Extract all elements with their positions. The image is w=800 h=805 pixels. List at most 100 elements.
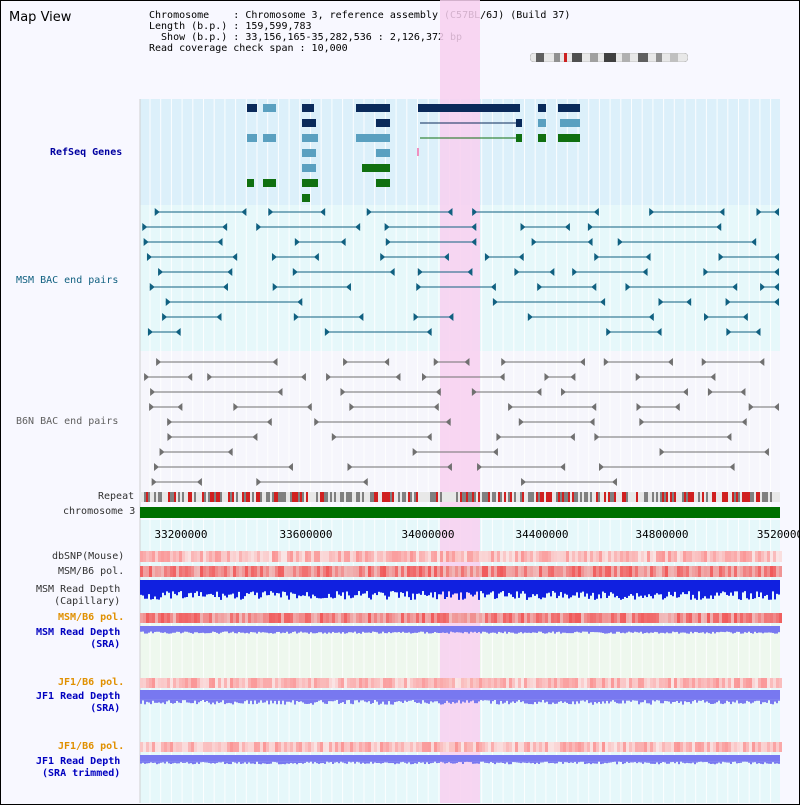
depth-bar [246, 761, 248, 764]
heat-cell [761, 566, 764, 577]
depth-bar [286, 761, 288, 764]
heat-cell [656, 551, 659, 562]
depth-bar [522, 699, 524, 702]
refseq-track-label[interactable]: RefSeq Genes [50, 147, 123, 158]
repeat-block [742, 492, 744, 502]
repeat-block [324, 492, 326, 502]
depth-bar [698, 631, 700, 633]
heat-cell [770, 566, 773, 577]
heat-cell [650, 566, 653, 577]
heat-cell [671, 742, 674, 752]
heat-cell [143, 551, 146, 562]
depth-bar [216, 761, 218, 763]
heat-cell [458, 742, 461, 752]
heat-cell [656, 742, 659, 752]
b6n-bac-pairs-glyphs[interactable] [144, 358, 779, 486]
depth-bar [606, 699, 608, 701]
depth-bar [630, 631, 632, 633]
heat-cell [488, 678, 491, 688]
depth-bar [384, 631, 386, 634]
heat-cell [164, 566, 167, 577]
refseq-genes-glyphs[interactable] [247, 104, 580, 202]
heat-cell [593, 566, 596, 577]
heat-cell [296, 566, 299, 577]
highlight-region[interactable] [440, 0, 480, 803]
depth-bar [446, 591, 448, 598]
depth-bar [344, 699, 346, 704]
heat-cell [509, 613, 512, 623]
chromosome-ideogram[interactable] [530, 53, 688, 62]
depth-bar [424, 591, 426, 595]
repeat-block [240, 492, 242, 502]
heat-cell [674, 566, 677, 577]
repeat-block [382, 492, 384, 502]
heat-cell [710, 678, 713, 688]
depth-bar [722, 699, 724, 705]
depth-bar [430, 631, 432, 634]
heat-cell [464, 742, 467, 752]
depth-bar [298, 761, 300, 764]
depth-bar [586, 591, 588, 594]
heat-cell [719, 742, 722, 752]
msm-pair-end [389, 268, 395, 276]
repeat-block [662, 492, 664, 502]
heat-cell [140, 566, 143, 577]
heat-cell [260, 566, 263, 577]
heat-cell [677, 742, 680, 752]
depth-bar [166, 699, 168, 702]
depth-bar [506, 699, 508, 701]
heat-cell [608, 551, 611, 562]
repeat-block [292, 492, 294, 502]
heat-cell [164, 613, 167, 623]
b6n-bac-track-label[interactable]: B6N BAC end pairs [16, 416, 119, 427]
b6n-pair-end [433, 403, 439, 411]
heat-cell [326, 678, 329, 688]
repeat-block [528, 492, 530, 502]
depth-bar [696, 631, 698, 633]
heat-cell [713, 566, 716, 577]
depth-bar [518, 761, 520, 763]
depth-bar [606, 761, 608, 764]
heat-cell [230, 678, 233, 688]
heat-cell [185, 742, 188, 752]
b6n-pair-end [207, 373, 213, 381]
msm-bac-track-label[interactable]: MSM BAC end pairs [16, 275, 119, 286]
heat-cell [431, 678, 434, 688]
depth-bar [556, 699, 558, 704]
depth-bar [412, 591, 414, 594]
depth-bar [258, 699, 260, 703]
chromosome-bar[interactable] [140, 507, 780, 518]
polymorphism-heatmaps [140, 551, 782, 752]
repeat-block [656, 492, 658, 502]
heat-cell [518, 678, 521, 688]
depth-bar [510, 761, 512, 765]
depth-bar [566, 631, 568, 634]
heat-cell [398, 566, 401, 577]
msm-bac-pairs-glyphs[interactable] [142, 208, 779, 336]
heat-cell [602, 678, 605, 688]
repeat-block [160, 492, 162, 502]
heat-cell [281, 742, 284, 752]
heat-cell [641, 678, 644, 688]
b6n-pair-end [362, 478, 368, 486]
repeat-block [170, 492, 172, 502]
repeat-block [498, 492, 500, 502]
depth-bar [252, 761, 254, 764]
depth-bar [244, 761, 246, 763]
depth-bar [348, 631, 350, 633]
heat-cell [404, 678, 407, 688]
depth-bar [162, 699, 164, 703]
heat-cell [707, 613, 710, 623]
heat-cell [485, 551, 488, 562]
depth-bar [400, 631, 402, 633]
depth-bar [444, 761, 446, 764]
heat-cell [578, 551, 581, 562]
repeat-block [726, 492, 728, 502]
heat-cell [680, 551, 683, 562]
repeat-block [452, 492, 454, 502]
depth-bar [416, 631, 418, 633]
heat-cell [155, 551, 158, 562]
depth-bar [210, 591, 212, 594]
depth-bar [456, 699, 458, 703]
